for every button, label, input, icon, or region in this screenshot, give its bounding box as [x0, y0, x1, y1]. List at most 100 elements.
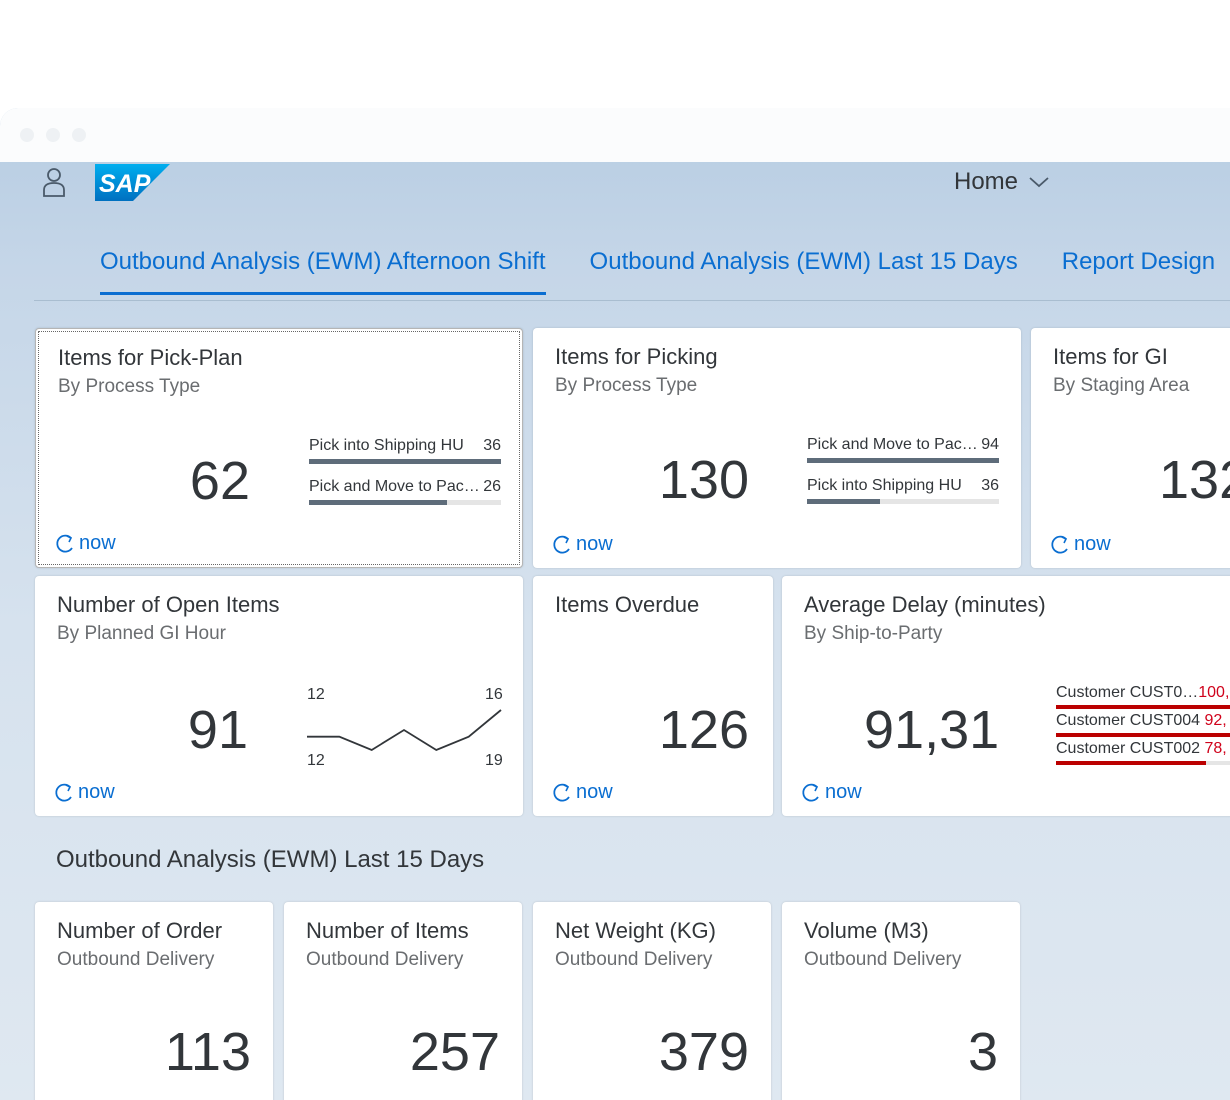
bar-label: Customer CUST004 — [1056, 712, 1201, 729]
trend-first-label-bottom: 12 — [307, 752, 325, 769]
tile-title: Number of Open Items — [57, 592, 280, 617]
user-icon[interactable] — [42, 166, 66, 198]
tile-items-overdue[interactable]: Items Overdue 126 now — [533, 576, 773, 816]
refresh-time: now — [1074, 533, 1111, 555]
bar-fill — [1056, 733, 1230, 737]
refresh-link[interactable]: now — [56, 532, 116, 555]
bar-value: 36 — [483, 437, 501, 454]
bar-track — [807, 499, 999, 504]
svg-text:SAP: SAP — [99, 170, 151, 198]
bar-fill — [309, 459, 501, 464]
minimize-window-dot[interactable] — [46, 128, 60, 142]
delay-bar-row: Customer CUST002 78, — [1056, 740, 1230, 765]
bar-fill — [1056, 761, 1206, 765]
tile-volume[interactable]: Volume (M3) Outbound Delivery 3 — [782, 902, 1020, 1100]
refresh-link[interactable]: now — [55, 781, 115, 804]
refresh-link[interactable]: now — [1051, 533, 1111, 556]
refresh-time: now — [576, 781, 613, 803]
bar-fill — [309, 500, 448, 505]
bar-track — [309, 500, 501, 505]
refresh-time: now — [78, 781, 115, 803]
shell-bar: SAP Home — [0, 162, 1230, 210]
refresh-time: now — [79, 532, 116, 554]
bar-track — [1056, 761, 1230, 765]
refresh-icon — [56, 534, 73, 552]
refresh-icon — [802, 783, 819, 801]
tile-kpi-value: 257 — [409, 1022, 500, 1082]
tab-report-design[interactable]: Report Design — [1061, 248, 1216, 275]
bar-track — [1056, 733, 1230, 737]
tile-number-of-open-items[interactable]: Number of Open Items By Planned GI Hour … — [35, 576, 523, 816]
tile-kpi-value: 130 — [658, 450, 749, 510]
tile-average-delay[interactable]: Average Delay (minutes) By Ship-to-Party… — [782, 576, 1230, 816]
tab-afternoon-shift[interactable]: Outbound Analysis (EWM) Afternoon Shift — [100, 248, 546, 295]
refresh-icon — [553, 783, 570, 801]
tile-subtitle: Outbound Delivery — [804, 949, 962, 970]
bar-track — [309, 459, 501, 464]
tile-title: Items for GI — [1053, 344, 1168, 369]
bar-value: 94 — [981, 436, 999, 453]
tile-kpi-value: 126 — [658, 700, 749, 760]
tile-subtitle: By Process Type — [555, 375, 698, 396]
bar-label: Pick and Move to Pac… — [807, 436, 978, 453]
bar-value: 36 — [981, 477, 999, 494]
tile-title: Items Overdue — [555, 592, 700, 617]
tile-kpi-value: 3 — [967, 1022, 998, 1082]
trend-last-label-top: 16 — [485, 686, 503, 703]
bar-label: Pick into Shipping HU — [807, 477, 962, 494]
tile-kpi-value: 113 — [164, 1022, 251, 1082]
tile-items-for-picking[interactable]: Items for Picking By Process Type 130 Pi… — [533, 328, 1021, 568]
refresh-time: now — [576, 533, 613, 555]
tab-last-15-days[interactable]: Outbound Analysis (EWM) Last 15 Days — [589, 248, 1018, 275]
close-window-dot[interactable] — [20, 128, 34, 142]
refresh-time: now — [825, 781, 862, 803]
tile-subtitle: By Process Type — [58, 376, 201, 397]
bar-value: 26 — [483, 478, 501, 495]
home-menu[interactable]: Home — [954, 168, 1050, 196]
anchor-tab-bar: Outbound Analysis (EWM) Afternoon Shift … — [100, 248, 1215, 295]
chevron-down-icon — [1029, 177, 1049, 188]
tile-items-for-gi[interactable]: Items for GI By Staging Area 132 now — [1031, 328, 1230, 568]
refresh-link[interactable]: now — [802, 781, 862, 804]
refresh-link[interactable]: now — [553, 781, 613, 804]
refresh-icon — [553, 535, 570, 553]
refresh-icon — [55, 783, 72, 801]
tab-divider — [34, 300, 1230, 301]
delay-bar-row: Customer CUST004 92, — [1056, 712, 1230, 737]
tile-kpi-value: 62 — [189, 451, 250, 511]
bar-fill — [807, 499, 880, 504]
bar-value: 92, — [1204, 712, 1227, 729]
tile-subtitle: By Planned GI Hour — [57, 623, 226, 644]
bar-label: Customer CUST002 — [1056, 740, 1201, 757]
trend-last-label-bottom: 19 — [485, 752, 503, 769]
bar-value: 78, — [1204, 740, 1227, 757]
tile-subtitle: By Staging Area — [1053, 375, 1190, 396]
tile-title: Items for Pick-Plan — [58, 345, 243, 370]
tile-title: Items for Picking — [555, 344, 718, 369]
tile-kpi-value: 91,31 — [864, 700, 1000, 760]
trend-series-line — [307, 709, 502, 752]
bar-label: Pick and Move to Pac… — [309, 478, 480, 495]
tile-title: Net Weight (KG) — [555, 918, 716, 943]
bar-label: Pick into Shipping HU — [309, 437, 464, 454]
tile-subtitle: Outbound Delivery — [555, 949, 713, 970]
tile-number-of-items[interactable]: Number of Items Outbound Delivery 257 — [284, 902, 522, 1100]
tile-net-weight[interactable]: Net Weight (KG) Outbound Delivery 379 — [533, 902, 771, 1100]
tile-subtitle: By Ship-to-Party — [804, 623, 943, 644]
tile-items-for-pick-plan[interactable]: Items for Pick-Plan By Process Type 62 P… — [35, 328, 523, 568]
tile-number-of-order[interactable]: Number of Order Outbound Delivery 113 — [35, 902, 273, 1100]
refresh-link[interactable]: now — [553, 533, 613, 556]
home-label: Home — [954, 168, 1019, 195]
maximize-window-dot[interactable] — [72, 128, 86, 142]
tile-subtitle: Outbound Delivery — [57, 949, 215, 970]
tile-subtitle: Outbound Delivery — [306, 949, 464, 970]
bar-fill — [807, 458, 999, 463]
tile-kpi-value: 91 — [187, 700, 248, 760]
tile-title: Number of Items — [306, 918, 469, 943]
bar-value: 100, — [1198, 684, 1230, 701]
delay-bar-row: Customer CUST0…100, — [1056, 684, 1230, 709]
sap-logo[interactable]: SAP — [95, 164, 170, 201]
tile-title: Average Delay (minutes) — [804, 592, 1046, 617]
trend-line-chart — [307, 709, 502, 752]
refresh-icon — [1051, 535, 1068, 553]
